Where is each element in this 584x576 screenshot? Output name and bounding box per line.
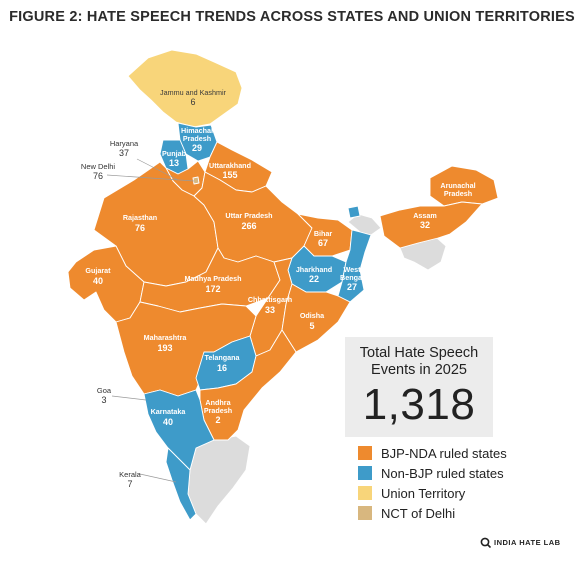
legend-item-delhi: NCT of Delhi [358,503,507,523]
label-gujarat-value: 40 [93,276,103,286]
label-assam-name: Assam [413,211,437,220]
label-telangana-name: Telangana [204,353,240,362]
label-jharkhand-value: 22 [309,274,319,284]
india-hate-lab-icon [480,537,491,548]
label-rajasthan-name: Rajasthan [123,213,157,222]
label-punjab-name: Punjab [162,149,187,158]
region-sikkim [347,205,361,219]
label-karnataka-value: 40 [163,417,173,427]
callout-haryana-name: Haryana [110,139,139,148]
legend-swatch-non-bjp [358,466,372,480]
total-events-value: 1,318 [362,380,476,429]
legend-label-ut: Union Territory [381,485,466,501]
label-ap-name-2: Pradesh [204,406,232,415]
callout-line-kerala [139,473,177,483]
callout-line-haryana [136,158,179,181]
label-chhattisgarh-name: Chhattisgarh [248,295,292,304]
label-odisha-value: 5 [309,321,314,331]
legend: BJP-NDA ruled states Non-BJP ruled state… [358,443,507,523]
callout-kerala-name: Kerala [119,470,142,479]
legend-swatch-ut [358,486,372,500]
label-up-value: 266 [241,221,256,231]
label-hp-value: 29 [192,143,202,153]
legend-item-bjp: BJP-NDA ruled states [358,443,507,463]
region-assam[interactable] [379,201,483,249]
label-jk-value: 6 [190,97,195,107]
callout-line-delhi [106,174,195,182]
total-events-label: Total Hate Speech Events in 2025 [359,345,479,378]
region-karnataka[interactable] [143,389,215,471]
region-wb[interactable] [337,229,372,303]
label-wb-value: 27 [347,282,357,292]
callout-goa-name: Goa [97,386,112,395]
label-wb-name-1: West [343,265,361,274]
label-bihar-value: 67 [318,238,328,248]
total-events-box: Total Hate Speech Events in 2025 1,318 [345,337,493,437]
label-karnataka-name: Karnataka [151,407,187,416]
label-telangana-value: 16 [217,363,227,373]
label-odisha-name: Odisha [300,311,325,320]
label-chhattisgarh-value: 33 [265,305,275,315]
label-gujarat-name: Gujarat [85,266,111,275]
legend-item-ut: Union Territory [358,483,507,503]
brand-logo: INDIA HATE LAB [480,537,561,548]
callout-delhi-value: 76 [93,171,103,181]
label-punjab-value: 13 [169,158,179,168]
region-south-grey [187,435,251,525]
figure-title: FIGURE 2: HATE SPEECH TRENDS ACROSS STAT… [9,9,575,25]
legend-label-bjp: BJP-NDA ruled states [381,445,507,461]
label-jharkhand-name: Jharkhand [296,265,332,274]
region-delhi[interactable] [192,176,200,185]
callout-goa-value: 3 [101,395,106,405]
legend-swatch-bjp [358,446,372,460]
region-jk[interactable] [127,49,243,128]
label-wb-name-2: Bengal [340,273,364,282]
label-assam-value: 32 [420,220,430,230]
label-rajasthan-value: 76 [135,223,145,233]
callout-delhi-name: New Delhi [81,162,116,171]
label-hp-name-1: Himachal [181,126,213,135]
region-odisha[interactable] [281,283,351,353]
label-uttarakhand-value: 155 [222,170,237,180]
legend-label-non-bjp: Non-BJP ruled states [381,465,504,481]
label-maharashtra-value: 193 [157,343,172,353]
label-mp-value: 172 [205,284,220,294]
brand-text: INDIA HATE LAB [494,538,561,547]
legend-swatch-delhi [358,506,372,520]
label-arunachal-name-2: Pradesh [444,189,472,198]
label-bihar-name: Bihar [314,229,333,238]
label-maharashtra-name: Maharashtra [144,333,188,342]
callout-line-goa [111,395,147,401]
region-kerala[interactable] [165,447,197,521]
callout-haryana-value: 37 [119,148,129,158]
callout-kerala-value: 7 [127,479,132,489]
region-ap[interactable] [199,329,297,441]
label-arunachal-name-1: Arunachal [440,181,475,190]
legend-item-non-bjp: Non-BJP ruled states [358,463,507,483]
label-uttarakhand-name: Uttarakhand [209,161,251,170]
label-jk-name: Jammu and Kashmir [160,88,227,97]
region-arunachal[interactable] [429,165,499,207]
region-bihar[interactable] [297,213,353,257]
legend-label-delhi: NCT of Delhi [381,505,456,521]
label-hp-name-2: Pradesh [183,134,211,143]
label-ap-value: 2 [215,415,220,425]
label-mp-name: Madhya Pradesh [184,274,241,283]
label-up-name: Uttar Pradesh [225,211,272,220]
label-ap-name-1: Andhra [205,398,231,407]
